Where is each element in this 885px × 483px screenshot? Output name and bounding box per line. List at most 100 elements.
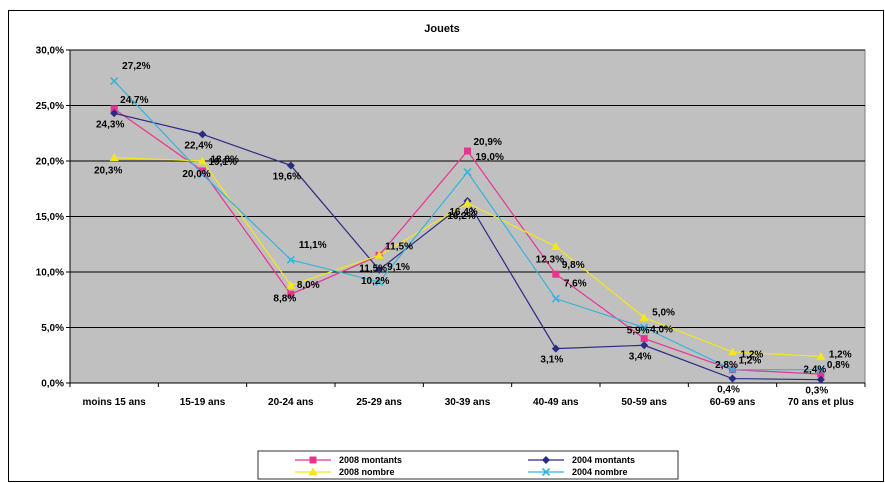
data-label: 19,0% <box>476 152 504 163</box>
data-point <box>374 250 384 259</box>
data-label: 8,8% <box>273 293 296 304</box>
y-tick-label: 30,0% <box>36 46 64 57</box>
data-label: 3,4% <box>629 351 652 362</box>
x-tick-label: moins 15 ans <box>82 397 146 408</box>
data-point <box>728 347 737 356</box>
data-label: 8,0% <box>297 280 320 291</box>
data-point <box>286 280 296 289</box>
data-label: 11,1% <box>299 240 327 251</box>
x-tick-label: 15-19 ans <box>180 397 226 408</box>
data-point <box>198 130 207 139</box>
y-tick-label: 5,0% <box>41 323 64 334</box>
data-point <box>308 467 318 476</box>
legend-label: 2008 montants <box>339 455 402 465</box>
data-point <box>463 168 472 177</box>
data-label: 5,0% <box>652 308 675 319</box>
data-label: 1,2% <box>829 350 852 361</box>
data-label: 11,5% <box>359 263 387 274</box>
data-point <box>551 241 561 250</box>
data-labels: 24,7%19,1%8,0%11,5%20,9%9,8%4,0%1,2% 0,8%… <box>94 61 852 397</box>
data-label: 24,7% <box>120 95 148 106</box>
data-point <box>640 335 648 343</box>
data-label: 1,2% <box>739 356 762 367</box>
data-label: 9,1% <box>387 262 410 273</box>
data-point <box>817 370 825 378</box>
data-point <box>110 77 119 86</box>
data-point <box>816 351 826 360</box>
data-label: 0,8% <box>827 360 850 371</box>
data-label: 27,2% <box>122 61 150 72</box>
data-point <box>464 147 471 155</box>
x-tick-label: 30-39 ans <box>445 397 491 408</box>
data-label: 19,1% <box>209 157 237 168</box>
data-point <box>198 156 207 165</box>
data-label: 0,4% <box>717 385 740 396</box>
data-point <box>541 467 551 477</box>
x-tick-label: 25-29 ans <box>356 397 402 408</box>
x-tick-label: 50-59 ans <box>621 397 667 408</box>
data-label: 1,2% <box>741 350 764 361</box>
data-point <box>287 290 295 298</box>
data-point <box>198 170 207 179</box>
y-tick-label: 10,0% <box>36 268 64 279</box>
x-tick-label: 70 ans et plus <box>788 397 855 408</box>
data-label: 11,5% <box>385 241 413 252</box>
legend-label: 2004 nombre <box>572 467 628 477</box>
data-point <box>551 294 560 303</box>
data-label: 16,2% <box>447 211 475 222</box>
data-point <box>551 344 560 353</box>
data-label: 24,3% <box>96 119 124 130</box>
data-label: 20,3% <box>94 166 122 177</box>
data-label: 9,8% <box>562 260 585 271</box>
data-point <box>552 270 560 278</box>
data-point <box>309 456 317 464</box>
x-tick-label: 40-49 ans <box>533 397 579 408</box>
data-label: 5,9% <box>627 326 650 337</box>
chart-title: Jouets <box>424 23 459 35</box>
data-label: 22,4% <box>184 140 212 151</box>
data-point <box>110 109 119 118</box>
data-label: 2,4% <box>803 364 826 375</box>
data-point <box>816 365 825 374</box>
legend: 2008 montants 2004 montants 2008 nombre 200… <box>257 450 679 480</box>
data-label: 2,8% <box>715 360 738 371</box>
y-axis: 0,0% 5,0% 10,0% 15,0% 20,0% 25,0% 30,0% <box>36 46 71 390</box>
x-tick-label: 20-24 ans <box>268 397 314 408</box>
legend-label: 2008 nombre <box>339 467 395 477</box>
data-point <box>728 374 737 383</box>
data-label: 7,6% <box>564 279 587 290</box>
data-label: 3,1% <box>540 355 563 366</box>
data-point <box>639 313 649 322</box>
data-point <box>110 105 118 113</box>
data-point <box>375 277 384 287</box>
y-tick-label: 15,0% <box>36 212 64 223</box>
data-point <box>286 161 295 170</box>
data-label: 20,9% <box>474 137 502 148</box>
y-tick-label: 0,0% <box>41 379 64 390</box>
data-label: 12,3% <box>536 254 564 265</box>
data-point <box>728 365 737 374</box>
data-point <box>199 167 206 175</box>
data-point <box>463 198 472 207</box>
y-tick-label: 25,0% <box>36 101 64 112</box>
data-label: 18,8% <box>211 154 239 165</box>
data-point <box>375 265 384 274</box>
data-label: 10,2% <box>361 276 389 287</box>
legend-box <box>257 450 679 480</box>
gridlines <box>70 49 865 328</box>
data-point <box>816 375 825 384</box>
data-point <box>640 341 649 350</box>
data-point <box>109 153 119 162</box>
x-tick-label: 60-69 ans <box>710 397 756 408</box>
x-axis: moins 15 ans 15-19 ans 20-24 ans 25-29 ans 3… <box>69 382 866 408</box>
y-tick-label: 20,0% <box>36 157 64 168</box>
data-label: 4,0% <box>650 325 673 336</box>
data-point <box>640 323 649 332</box>
data-point <box>542 456 550 464</box>
series-group <box>109 77 826 384</box>
data-label: 19,6% <box>273 171 301 182</box>
data-label: 20,0% <box>182 169 210 180</box>
legend-label: 2004 montants <box>572 455 635 465</box>
data-label: 0,3% <box>805 386 828 397</box>
